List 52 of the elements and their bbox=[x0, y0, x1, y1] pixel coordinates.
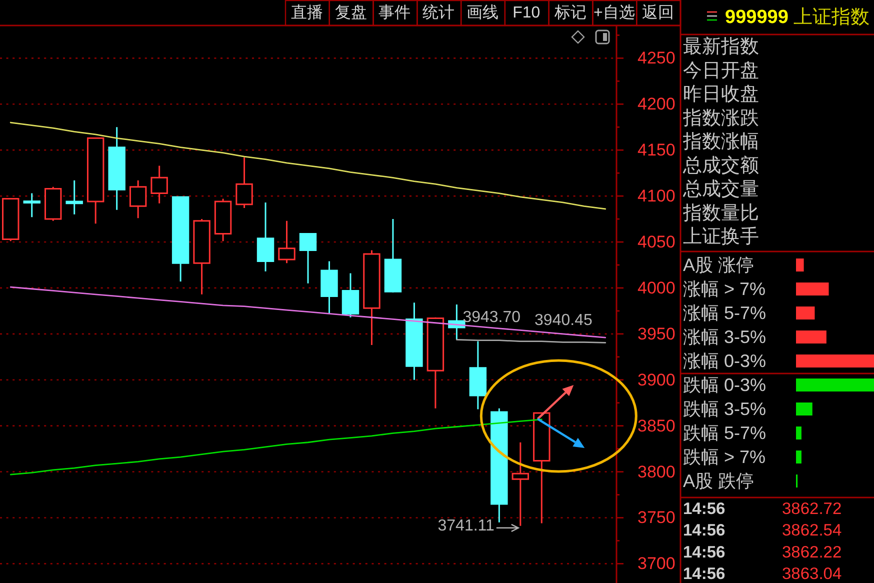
button: 复盘 bbox=[328, 0, 374, 26]
annotation: 3741.11 bbox=[438, 517, 494, 534]
tick-label: 4000 bbox=[638, 278, 676, 298]
tick-label: 3750 bbox=[638, 508, 676, 528]
value-label: 3943.70 bbox=[462, 309, 521, 326]
title: 999999 上证指数 bbox=[725, 6, 870, 28]
label: 最新指数 bbox=[683, 36, 759, 58]
category-label: A股 跌停 bbox=[683, 471, 754, 491]
category-label: 跌幅 > 7% bbox=[683, 447, 766, 467]
tick-label: 4100 bbox=[638, 186, 676, 206]
category-label: A股 涨停 bbox=[683, 255, 754, 275]
tick-label: 4200 bbox=[638, 94, 676, 114]
button: F10 bbox=[504, 0, 550, 26]
label: 指数涨幅 bbox=[683, 132, 759, 152]
tick-label: 3700 bbox=[638, 554, 676, 574]
button: 统计 bbox=[416, 0, 462, 26]
label: 上证换手 bbox=[683, 226, 759, 248]
value-label: 3940.45 bbox=[534, 312, 592, 330]
button: 标记 bbox=[548, 0, 594, 26]
label: 总成交量 bbox=[683, 179, 759, 200]
button: 直播 bbox=[284, 0, 330, 26]
label: 14:56 bbox=[683, 543, 726, 562]
label: 昨日收盘 bbox=[683, 84, 759, 105]
tick-label: 4250 bbox=[638, 48, 676, 68]
button: +自选 bbox=[592, 0, 638, 26]
label: 指数涨跌 bbox=[683, 108, 759, 129]
tick-label: 3800 bbox=[638, 462, 676, 482]
tick-label: 3950 bbox=[638, 324, 676, 344]
button: 画线 bbox=[460, 0, 506, 26]
label: 3862.54 bbox=[782, 522, 842, 540]
label: 14:56 bbox=[683, 565, 726, 583]
category-label: 涨幅 3-5% bbox=[683, 327, 766, 347]
tick-label: 3900 bbox=[638, 370, 676, 390]
label: 3863.04 bbox=[782, 565, 842, 583]
category-label: 跌幅 3-5% bbox=[683, 399, 766, 419]
label: 3862.72 bbox=[782, 500, 842, 518]
label: 14:56 bbox=[683, 500, 726, 518]
button: 返回 bbox=[636, 0, 682, 26]
label: 指数量比 bbox=[683, 202, 759, 224]
category-label: 跌幅 0-3% bbox=[683, 375, 766, 395]
label: 14:56 bbox=[683, 522, 726, 540]
category-label: 涨幅 0-3% bbox=[683, 351, 766, 371]
category-label: 跌幅 5-7% bbox=[683, 423, 766, 443]
tick-label: 3850 bbox=[638, 416, 676, 436]
button: 事件 bbox=[372, 0, 418, 26]
category-label: 涨幅 > 7% bbox=[683, 279, 766, 299]
tick-label: 4050 bbox=[638, 232, 676, 252]
label: 今日开盘 bbox=[683, 60, 759, 82]
tick-label: 4150 bbox=[638, 140, 676, 160]
label: 3862.22 bbox=[782, 543, 842, 562]
category-label: 涨幅 5-7% bbox=[683, 303, 766, 323]
label: 总成交额 bbox=[683, 155, 759, 176]
